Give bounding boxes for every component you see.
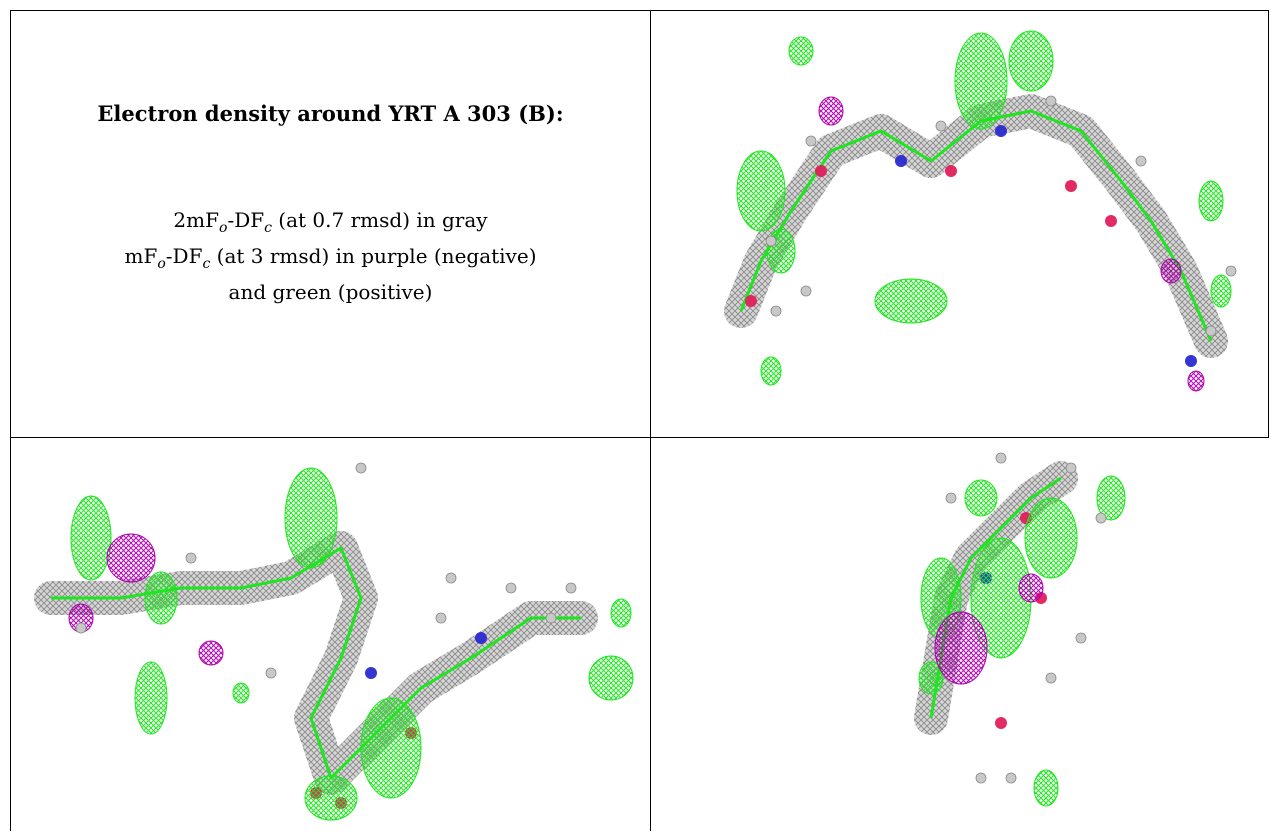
figure-table: Electron density around YRT A 303 (B): 2…	[10, 10, 1269, 831]
hydrogen-atom	[975, 772, 987, 784]
positive-difference-density	[1210, 274, 1232, 308]
positive-difference-density	[766, 228, 796, 274]
positive-difference-density	[1198, 180, 1224, 222]
caption-title: Electron density around YRT A 303 (B):	[97, 101, 564, 126]
hydrogen-atom	[935, 120, 947, 132]
hydrogen-atom	[1075, 632, 1087, 644]
caption-cell: Electron density around YRT A 303 (B): 2…	[11, 11, 650, 437]
density-mesh-bottom-left	[34, 462, 634, 821]
hydrogen-atom	[545, 612, 557, 624]
hydrogen-atom	[1065, 462, 1077, 474]
hydrogen-atom	[355, 462, 367, 474]
positive-difference-density	[134, 661, 168, 735]
hydrogen-atom	[505, 582, 517, 594]
negative-difference-density	[934, 611, 988, 685]
nitrogen-atom	[895, 155, 907, 167]
positive-difference-density	[232, 682, 250, 704]
oxygen-atom	[815, 165, 827, 177]
gray-density-mesh	[34, 531, 598, 795]
hydrogen-atom	[995, 452, 1007, 464]
hydrogen-atom	[1005, 772, 1017, 784]
hydrogen-atom	[1045, 672, 1057, 684]
border-middle-horizontal	[10, 437, 1269, 438]
positive-difference-density	[360, 697, 422, 799]
nitrogen-atom	[365, 667, 377, 679]
hydrogen-atom	[185, 552, 197, 564]
caption-body: 2mFo-DFc (at 0.7 rmsd) in gray mFo-DFc (…	[11, 206, 650, 306]
density-view-bottom-right	[651, 438, 1268, 831]
hydrogen-atom	[565, 582, 577, 594]
positive-difference-density	[1096, 475, 1126, 521]
positive-difference-density	[1033, 769, 1059, 807]
hydrogen-atom	[800, 285, 812, 297]
nitrogen-atom	[475, 632, 487, 644]
positive-difference-density	[1008, 30, 1054, 92]
oxygen-atom	[945, 165, 957, 177]
hydrogen-atom	[265, 667, 277, 679]
border-top	[10, 10, 1269, 11]
density-view-bottom-left	[11, 438, 650, 831]
positive-difference-density	[788, 36, 814, 66]
negative-difference-density	[818, 96, 844, 126]
hydrogen-atom	[805, 135, 817, 147]
positive-difference-density	[964, 479, 998, 517]
nitrogen-atom	[1185, 355, 1197, 367]
hydrogen-atom	[1135, 155, 1147, 167]
hydrogen-atom	[1225, 265, 1237, 277]
border-right	[1268, 10, 1269, 438]
oxygen-atom	[1065, 180, 1077, 192]
negative-difference-density	[1018, 573, 1044, 603]
positive-difference-density	[304, 775, 358, 821]
hydrogen-atom	[75, 622, 87, 634]
hydrogen-atom	[770, 305, 782, 317]
border-middle-vertical	[650, 10, 651, 831]
border-left	[10, 10, 11, 831]
positive-difference-density	[760, 356, 782, 386]
density-mesh-top-right	[724, 30, 1237, 392]
positive-difference-density	[610, 598, 632, 628]
hydrogen-atom	[435, 612, 447, 624]
density-mesh-bottom-right	[914, 452, 1126, 807]
density-view-top-right	[651, 11, 1268, 437]
positive-difference-density	[918, 661, 944, 695]
negative-difference-density	[1187, 370, 1205, 392]
oxygen-atom	[995, 717, 1007, 729]
negative-difference-density	[106, 533, 156, 583]
hydrogen-atom	[1205, 325, 1217, 337]
caption-line-1: 2mFo-DFc (at 0.7 rmsd) in gray	[173, 208, 488, 236]
positive-difference-density	[588, 655, 634, 701]
caption-line-2: mFo-DFc (at 3 rmsd) in purple (negative)	[124, 244, 537, 272]
positive-difference-density	[1024, 497, 1078, 579]
nitrogen-atom	[995, 125, 1007, 137]
hydrogen-atom	[1095, 512, 1107, 524]
ligand-bonds	[51, 546, 581, 780]
positive-difference-density	[144, 571, 178, 625]
negative-difference-density	[198, 640, 224, 666]
positive-difference-density	[284, 467, 338, 569]
positive-difference-density	[70, 495, 112, 581]
hydrogen-atom	[765, 235, 777, 247]
oxygen-atom	[745, 295, 757, 307]
positive-difference-density	[736, 150, 786, 232]
negative-difference-density	[1160, 258, 1182, 284]
positive-difference-density	[874, 278, 948, 324]
oxygen-atom	[1105, 215, 1117, 227]
hydrogen-atom	[945, 492, 957, 504]
positive-difference-density	[954, 32, 1008, 130]
caption-line-3: and green (positive)	[228, 280, 433, 304]
hydrogen-atom	[445, 572, 457, 584]
hydrogen-atom	[1045, 95, 1057, 107]
